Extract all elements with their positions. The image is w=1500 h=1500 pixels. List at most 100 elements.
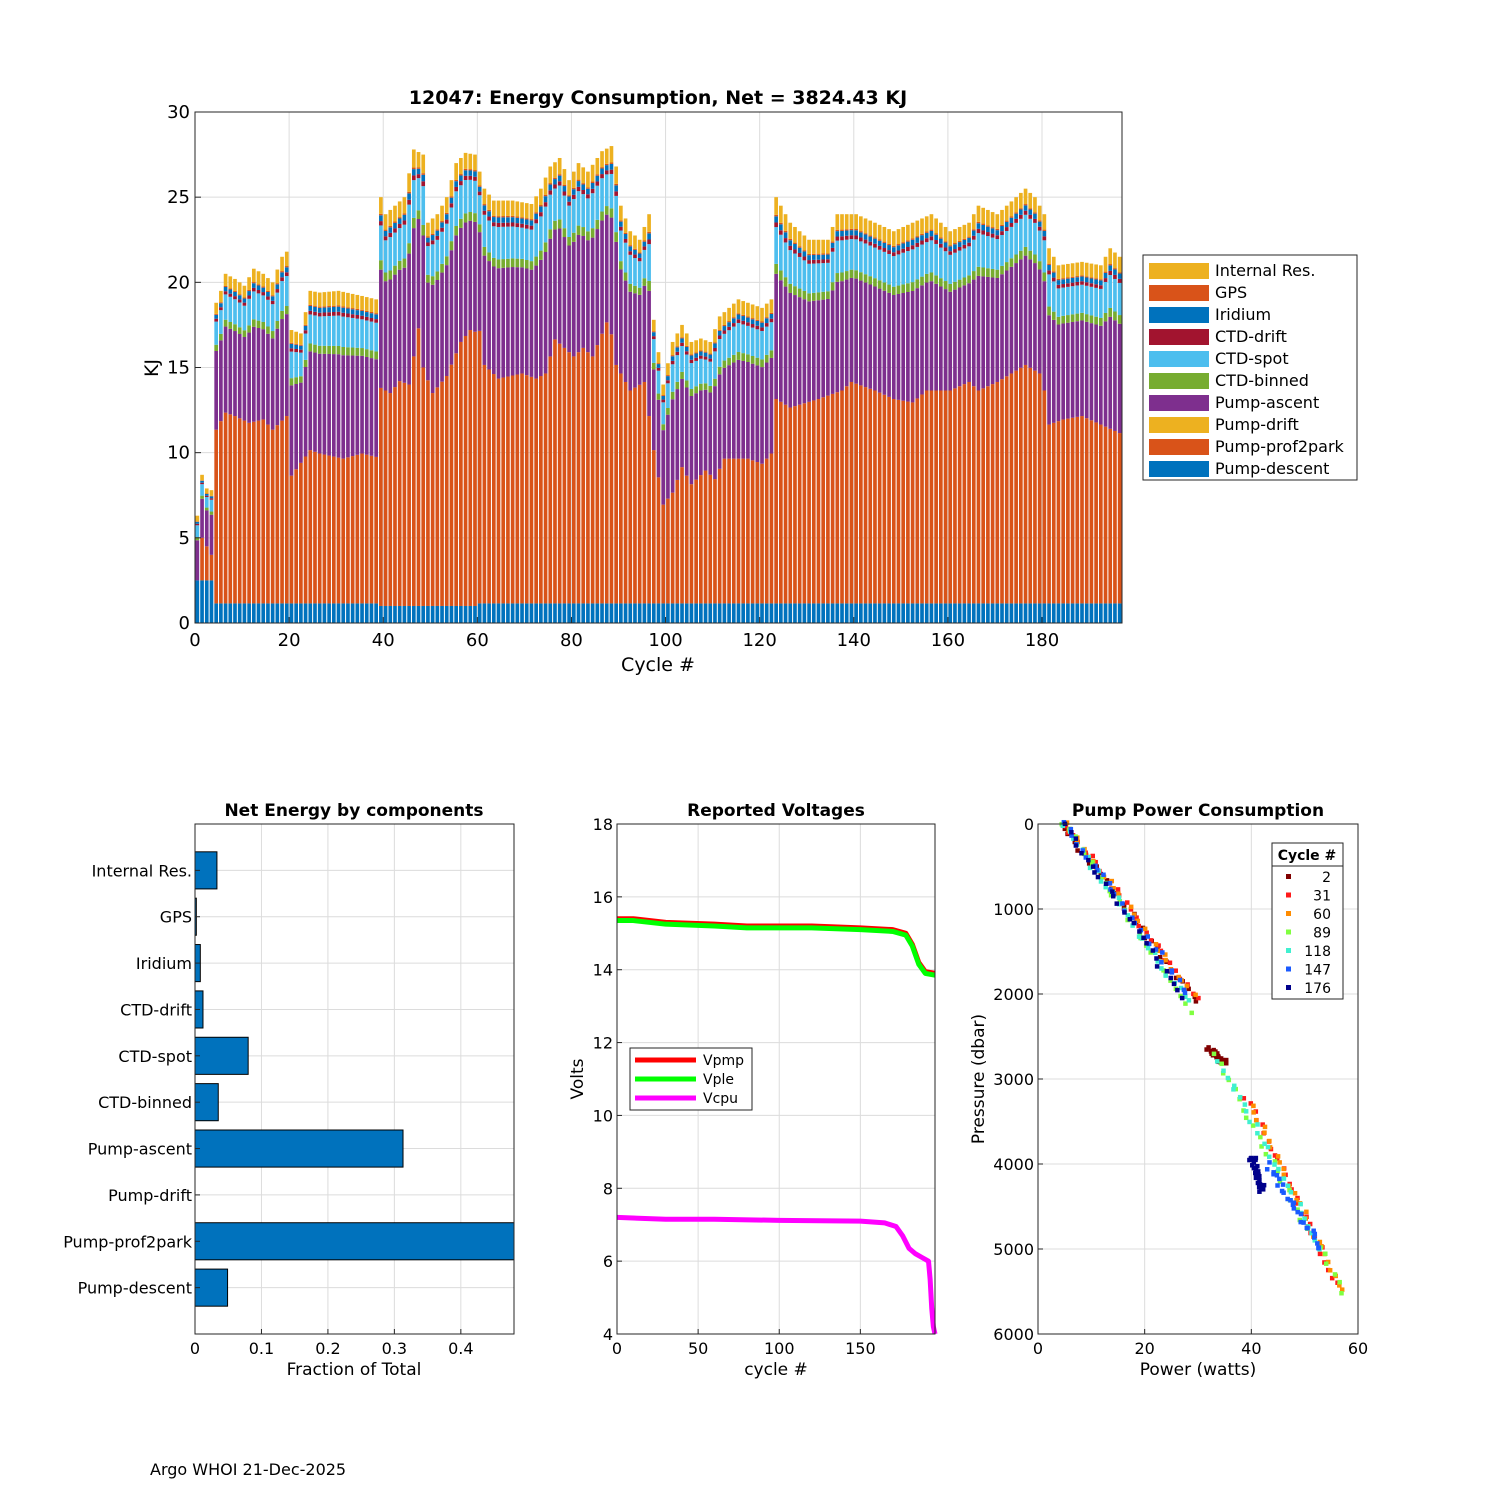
data-point bbox=[1069, 833, 1074, 838]
bar-segment bbox=[703, 470, 708, 604]
bar-segment bbox=[642, 285, 647, 382]
bar-segment bbox=[1004, 227, 1009, 231]
bar-segment bbox=[374, 299, 379, 314]
bar-segment bbox=[882, 242, 887, 249]
bar-segment bbox=[863, 218, 868, 234]
bar-segment bbox=[270, 304, 275, 332]
data-point bbox=[1116, 901, 1122, 907]
bar-segment bbox=[647, 244, 651, 281]
y-tick-label: 10 bbox=[593, 1106, 613, 1125]
bar-segment bbox=[336, 305, 341, 307]
y-tick-label: 3000 bbox=[993, 1070, 1034, 1089]
bar-segment bbox=[200, 580, 204, 623]
bar-segment bbox=[360, 315, 364, 320]
bar-segment bbox=[924, 273, 929, 283]
bar-segment bbox=[515, 603, 520, 623]
bar-segment bbox=[774, 273, 778, 400]
bar-segment bbox=[308, 343, 313, 352]
bar-segment bbox=[1094, 287, 1098, 317]
x-tick-label: 0.1 bbox=[249, 1339, 274, 1358]
data-point bbox=[1264, 1167, 1270, 1172]
legend-label: Pump-ascent bbox=[1215, 393, 1319, 412]
bar-segment bbox=[487, 209, 491, 212]
bar-segment bbox=[331, 312, 336, 316]
bar-segment bbox=[844, 386, 849, 604]
bar-segment bbox=[539, 206, 543, 213]
bar-segment bbox=[524, 228, 529, 261]
bar-segment bbox=[1018, 367, 1023, 604]
bar-segment bbox=[962, 384, 967, 604]
bar-segment bbox=[703, 351, 708, 353]
bar-segment bbox=[957, 240, 962, 243]
bar-segment bbox=[1089, 323, 1094, 421]
data-point bbox=[1262, 1124, 1268, 1130]
bar-segment bbox=[411, 228, 416, 357]
data-point bbox=[1292, 1190, 1298, 1196]
bar-segment bbox=[731, 318, 736, 324]
data-point bbox=[1071, 836, 1076, 841]
bar-segment bbox=[327, 353, 331, 456]
bar-segment bbox=[821, 603, 826, 623]
bar-segment bbox=[482, 205, 487, 211]
data-point bbox=[1258, 1134, 1263, 1140]
legend-label: Vpmp bbox=[703, 1053, 744, 1069]
data-point bbox=[1099, 874, 1104, 880]
bar-segment bbox=[562, 347, 567, 604]
data-point bbox=[1267, 1160, 1272, 1165]
y-tick-label: 5000 bbox=[993, 1240, 1034, 1259]
data-point bbox=[1093, 863, 1098, 869]
data-point bbox=[1163, 973, 1168, 978]
bar-segment bbox=[981, 224, 986, 231]
bar-segment bbox=[529, 376, 534, 604]
bar-segment bbox=[774, 216, 778, 223]
bar-segment bbox=[1094, 279, 1098, 285]
bar-segment bbox=[237, 603, 242, 623]
bar-segment bbox=[449, 203, 454, 208]
bar-segment bbox=[896, 245, 901, 251]
bar-segment bbox=[826, 253, 830, 255]
bar-segment bbox=[877, 603, 882, 623]
bar-segment bbox=[764, 326, 769, 355]
bar-segment bbox=[360, 603, 364, 623]
bar-segment bbox=[859, 272, 863, 281]
bar-segment bbox=[256, 293, 261, 321]
bar-segment bbox=[1056, 421, 1061, 604]
bar-segment bbox=[1047, 315, 1051, 425]
bar-segment bbox=[873, 237, 877, 239]
bar-segment bbox=[1004, 230, 1009, 263]
bar-segment bbox=[256, 285, 261, 290]
series-line bbox=[617, 918, 936, 978]
bar-segment bbox=[275, 283, 280, 285]
bar-segment bbox=[529, 203, 534, 220]
bar-segment bbox=[1117, 315, 1122, 324]
bar-segment bbox=[346, 457, 350, 604]
bar-segment bbox=[675, 479, 680, 604]
bar-segment bbox=[614, 364, 618, 604]
bar-segment bbox=[1084, 285, 1089, 315]
bar-segment bbox=[604, 174, 609, 207]
bar-segment bbox=[1051, 256, 1056, 272]
bar-segment bbox=[506, 222, 510, 227]
data-point bbox=[1309, 1230, 1314, 1236]
data-point bbox=[1241, 1108, 1246, 1113]
bar-segment bbox=[924, 216, 929, 232]
bar-segment bbox=[835, 281, 840, 393]
bar-segment bbox=[1070, 277, 1075, 283]
bar-segment bbox=[764, 318, 769, 324]
bar-segment bbox=[430, 235, 435, 241]
bar-segment bbox=[473, 180, 477, 214]
bar-segment bbox=[986, 603, 990, 623]
bar-segment bbox=[1000, 603, 1004, 623]
bar-segment bbox=[463, 170, 468, 176]
data-point bbox=[1182, 990, 1188, 996]
bar-segment bbox=[619, 269, 623, 374]
bar-segment bbox=[600, 603, 604, 623]
bar-segment bbox=[233, 324, 237, 332]
bar-segment bbox=[967, 275, 971, 284]
bar-segment bbox=[873, 238, 877, 244]
bar-segment bbox=[609, 162, 614, 164]
bar-segment bbox=[1014, 218, 1018, 223]
bar-segment bbox=[1094, 324, 1098, 423]
bar-segment bbox=[331, 603, 336, 623]
